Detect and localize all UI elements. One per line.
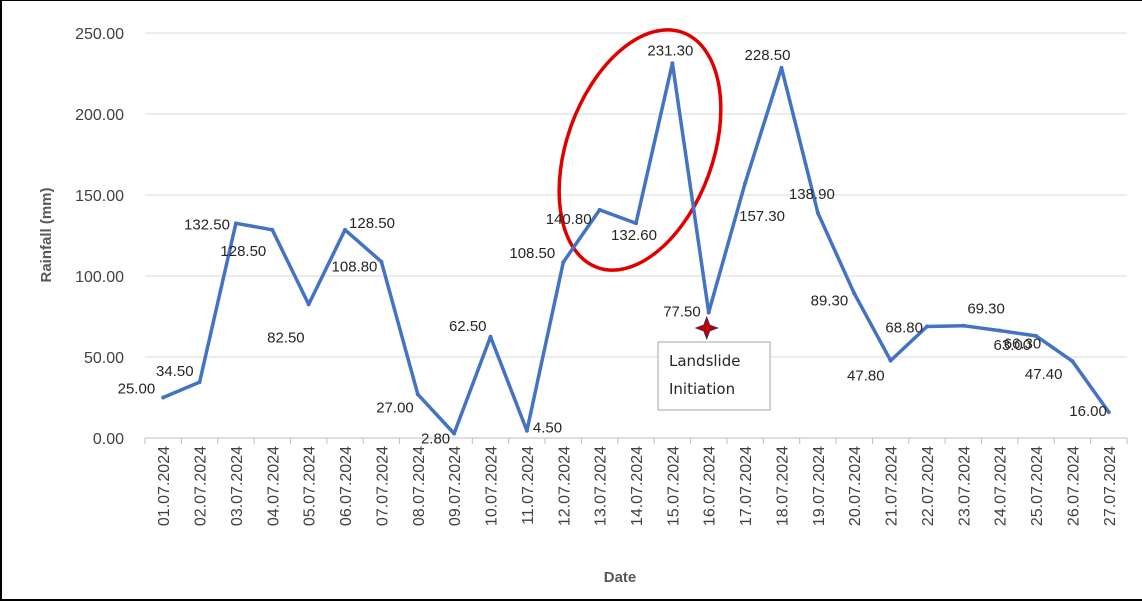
data-point <box>306 302 311 307</box>
x-tick-label: 23.07.2024 <box>956 446 973 526</box>
y-tick-label: 0.00 <box>93 431 124 448</box>
x-tick-label: 14.07.2024 <box>629 446 646 526</box>
x-tick-label: 04.07.2024 <box>265 446 282 526</box>
x-tick-label: 13.07.2024 <box>593 446 610 526</box>
data-label: 128.50 <box>349 215 395 232</box>
data-point <box>852 291 857 296</box>
x-tick-label: 06.07.2024 <box>338 446 355 526</box>
data-point <box>415 392 420 397</box>
data-label: 62.50 <box>449 318 487 335</box>
x-tick-label: 25.07.2024 <box>1029 446 1046 526</box>
data-label: 77.50 <box>663 303 701 320</box>
x-tick-label: 26.07.2024 <box>1065 446 1082 526</box>
x-tick-label: 20.07.2024 <box>847 446 864 526</box>
x-tick-label: 16.07.2024 <box>702 446 719 526</box>
data-label: 27.00 <box>376 399 414 416</box>
data-label: 108.80 <box>332 259 378 276</box>
series-line <box>162 61 1111 436</box>
x-axis-title: Date <box>604 569 637 586</box>
x-tick-label: 07.07.2024 <box>374 446 391 526</box>
data-label: 2.80 <box>421 430 450 447</box>
data-label: 16.00 <box>1069 403 1107 420</box>
data-label: 68.80 <box>885 320 923 337</box>
data-point <box>779 65 784 70</box>
data-point <box>233 221 238 226</box>
data-point <box>379 259 384 264</box>
x-tick-label: 15.07.2024 <box>665 446 682 526</box>
x-tick-label: 22.07.2024 <box>920 446 937 526</box>
x-tick-label: 05.07.2024 <box>302 446 319 526</box>
data-label: 140.80 <box>546 211 592 228</box>
x-tick-label: 18.07.2024 <box>774 446 791 526</box>
x-tick-label: 21.07.2024 <box>884 446 901 526</box>
y-axis-title: Rainfall (mm) <box>38 187 55 282</box>
data-label: 4.50 <box>533 420 562 437</box>
y-tick-label: 50.00 <box>84 350 124 367</box>
x-tick-label: 10.07.2024 <box>484 446 501 526</box>
x-tick-label: 08.07.2024 <box>411 446 428 526</box>
data-point <box>161 395 166 400</box>
x-tick-label: 17.07.2024 <box>738 446 755 526</box>
data-point <box>924 324 929 329</box>
annotation-box <box>657 341 771 411</box>
x-tick-label: 27.07.2024 <box>1102 446 1119 526</box>
data-point <box>815 210 820 215</box>
y-tick-label: 200.00 <box>75 107 124 124</box>
x-tick-label: 19.07.2024 <box>811 446 828 526</box>
y-tick-label: 100.00 <box>75 269 124 286</box>
data-point <box>524 428 529 433</box>
x-tick-label: 09.07.2024 <box>447 446 464 526</box>
data-label: 69.30 <box>967 301 1005 318</box>
data-point <box>1106 410 1111 415</box>
data-label: 128.50 <box>220 243 266 260</box>
data-label: 138.90 <box>789 186 835 203</box>
data-point <box>270 227 275 232</box>
x-tick-label: 02.07.2024 <box>193 446 210 526</box>
data-point <box>706 310 711 315</box>
data-point <box>561 260 566 265</box>
data-label: 231.30 <box>647 42 693 59</box>
data-point <box>997 328 1002 333</box>
data-label: 132.60 <box>611 227 657 244</box>
data-point <box>961 323 966 328</box>
data-point <box>743 181 748 186</box>
data-label: 108.50 <box>509 245 555 262</box>
data-label: 47.80 <box>847 368 885 385</box>
data-point <box>634 221 638 226</box>
data-point <box>488 334 493 339</box>
data-point <box>597 207 602 212</box>
data-label: 228.50 <box>745 47 791 64</box>
data-point <box>670 61 675 66</box>
x-tick-label: 24.07.2024 <box>993 446 1010 526</box>
data-point <box>197 380 202 385</box>
data-point <box>343 227 348 232</box>
y-tick-label: 250.00 <box>75 26 124 43</box>
data-label: 66.30 <box>1004 336 1042 353</box>
data-label: 89.30 <box>811 292 849 309</box>
annotation-text-line1: Landslide <box>669 352 740 370</box>
data-label: 157.30 <box>739 208 785 225</box>
data-label: 34.50 <box>156 363 194 380</box>
x-tick-label: 12.07.2024 <box>556 446 573 526</box>
x-tick-label: 01.07.2024 <box>156 446 173 526</box>
data-point <box>1034 333 1039 338</box>
data-label: 82.50 <box>267 329 305 346</box>
data-label: 63.00 <box>994 337 1032 354</box>
data-point <box>888 358 893 363</box>
x-tick-label: 11.07.2024 <box>520 446 537 525</box>
y-tick-label: 150.00 <box>75 188 124 205</box>
data-label: 132.50 <box>184 216 230 233</box>
highlight-ellipse <box>557 28 723 272</box>
data-label: 47.40 <box>1025 366 1063 383</box>
x-tick-label: 03.07.2024 <box>229 446 246 526</box>
annotation-text-line2: Initiation <box>669 380 735 398</box>
data-point <box>1070 359 1075 364</box>
landslide-marker <box>694 315 719 341</box>
data-label: 25.00 <box>118 381 156 398</box>
data-point <box>452 431 457 436</box>
